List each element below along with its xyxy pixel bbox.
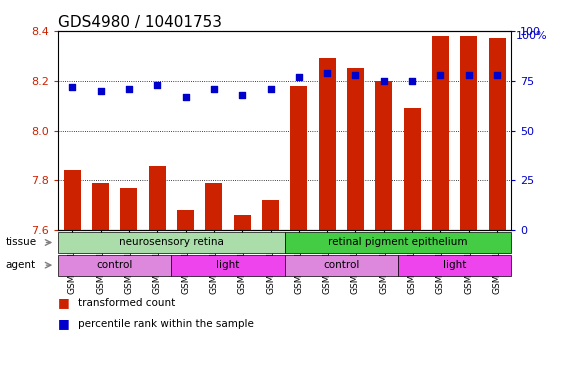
Text: control: control	[96, 260, 133, 270]
Bar	[489, 38, 505, 230]
Bar	[234, 215, 251, 230]
Bar	[92, 183, 109, 230]
Point	[181, 94, 190, 100]
Bar	[432, 36, 449, 230]
Text: light: light	[443, 260, 467, 270]
Point	[153, 81, 162, 88]
Text: transformed count: transformed count	[78, 298, 175, 308]
Text: percentile rank within the sample: percentile rank within the sample	[78, 319, 254, 329]
Point	[493, 71, 502, 78]
Bar	[206, 183, 223, 230]
Point	[351, 71, 360, 78]
Bar	[290, 86, 307, 230]
Text: 100%: 100%	[516, 31, 547, 41]
Text: neurosensory retina: neurosensory retina	[119, 237, 224, 248]
Text: control: control	[323, 260, 360, 270]
Bar	[460, 36, 477, 230]
Text: retinal pigment epithelium: retinal pigment epithelium	[328, 237, 468, 248]
Point	[238, 91, 247, 98]
Point	[266, 86, 275, 92]
Point	[67, 84, 77, 90]
Bar	[404, 108, 421, 230]
Point	[209, 86, 218, 92]
Point	[124, 86, 134, 92]
Point	[294, 74, 303, 80]
Text: ■: ■	[58, 296, 70, 309]
Bar	[262, 200, 279, 230]
Text: GDS4980 / 10401753: GDS4980 / 10401753	[58, 15, 222, 30]
Text: agent: agent	[6, 260, 36, 270]
Bar	[149, 166, 166, 230]
Text: tissue: tissue	[6, 237, 37, 248]
Point	[407, 78, 417, 84]
Point	[436, 71, 445, 78]
Bar	[375, 81, 392, 230]
Point	[379, 78, 389, 84]
Bar	[347, 68, 364, 230]
Point	[96, 88, 105, 94]
Bar	[177, 210, 194, 230]
Point	[322, 70, 332, 76]
Text: ■: ■	[58, 317, 70, 330]
Bar	[64, 170, 81, 230]
Bar	[318, 58, 336, 230]
Point	[464, 71, 474, 78]
Text: light: light	[216, 260, 240, 270]
Bar	[120, 188, 137, 230]
